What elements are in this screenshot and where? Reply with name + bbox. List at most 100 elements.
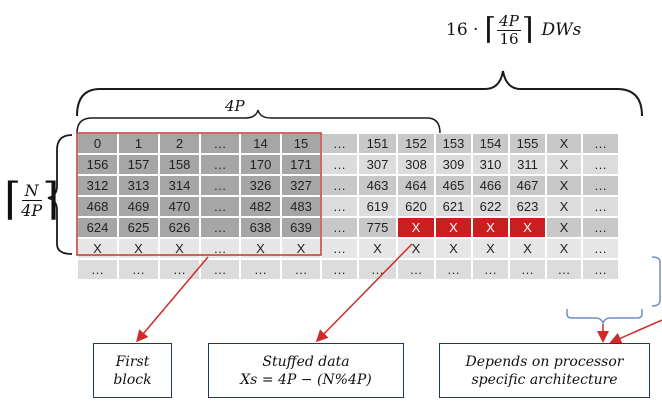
grid-cell: … xyxy=(160,260,199,279)
top-formula: 16 · ⌈ 4P 16 ⌉ DWs xyxy=(446,10,581,50)
callout-depends-line2: specific architecture xyxy=(471,371,618,388)
arrow-depends-2 xyxy=(609,319,662,344)
grid-cell: … xyxy=(436,260,471,279)
grid-cell: … xyxy=(359,260,396,279)
grid-cell: … xyxy=(201,134,239,153)
grid-cell: 470 xyxy=(160,197,199,216)
left-ceil-open: ⌈ xyxy=(4,174,22,225)
grid-cell: 14 xyxy=(241,134,280,153)
grid-cell: 152 xyxy=(398,134,434,153)
grid-cell: 638 xyxy=(241,218,280,237)
grid-cell: X xyxy=(547,197,581,216)
grid-cell: 312 xyxy=(78,176,117,195)
grid-cell: X xyxy=(398,218,434,237)
grid-cell: 620 xyxy=(398,197,434,216)
top-formula-prefix: 16 · xyxy=(446,20,479,40)
grid-cell: … xyxy=(201,218,239,237)
grid-cell: 621 xyxy=(436,197,471,216)
grid-cell: … xyxy=(473,260,508,279)
grid-cell: X xyxy=(436,218,471,237)
callout-first-block: First block xyxy=(93,343,172,398)
grid-cell: … xyxy=(583,218,618,237)
grid-cell: … xyxy=(322,260,357,279)
grid-cell: 155 xyxy=(510,134,545,153)
grid-cell: 171 xyxy=(282,155,320,174)
grid-cell: 483 xyxy=(282,197,320,216)
left-brace xyxy=(47,134,73,255)
left-fraction: N 4P xyxy=(21,181,42,220)
4p-brace xyxy=(76,109,441,134)
grid-cell: 625 xyxy=(119,218,158,237)
grid-cell: 2 xyxy=(160,134,199,153)
callout-depends: Depends on processor specific architectu… xyxy=(439,343,650,398)
grid-cell: 308 xyxy=(398,155,434,174)
grid-cell: 326 xyxy=(241,176,280,195)
grid-cell: … xyxy=(322,239,357,258)
grid-cell: X xyxy=(510,239,545,258)
top-formula-unit: DWs xyxy=(541,20,582,40)
grid-cell: … xyxy=(241,260,280,279)
grid-cell: 639 xyxy=(282,218,320,237)
grid-cell: 619 xyxy=(359,197,396,216)
grid-cell: X xyxy=(547,134,581,153)
grid-cell: 0 xyxy=(78,134,117,153)
grid-cell: … xyxy=(322,134,357,153)
callout-stuffed-line2: Xs = 4P − (N%4P) xyxy=(240,371,372,388)
grid-cell: … xyxy=(322,197,357,216)
top-fraction-denominator: 16 xyxy=(499,29,519,48)
grid-cell: 311 xyxy=(510,155,545,174)
grid-cell: X xyxy=(282,239,320,258)
grid-cell: 154 xyxy=(473,134,508,153)
top-fraction-numerator: 4P xyxy=(497,11,521,31)
grid-cell: X xyxy=(547,218,581,237)
grid-cell: 622 xyxy=(473,197,508,216)
top-full-brace xyxy=(76,70,643,117)
arrow-first-block xyxy=(136,256,209,343)
callout-first-block-line2: block xyxy=(113,371,152,388)
grid-cell: 157 xyxy=(119,155,158,174)
grid-cell: 309 xyxy=(436,155,471,174)
callout-stuffed-line1: Stuffed data xyxy=(262,353,350,370)
blue-bottom-bracket xyxy=(566,309,643,326)
left-fraction-denominator: 4P xyxy=(21,200,43,220)
grid-cell: 626 xyxy=(160,218,199,237)
callout-depends-line1: Depends on processor xyxy=(465,353,624,370)
grid-cell: … xyxy=(201,155,239,174)
grid-cell: … xyxy=(583,197,618,216)
top-fraction: 4P 16 xyxy=(497,11,521,48)
grid-cell: … xyxy=(510,260,545,279)
grid-cell: … xyxy=(583,239,618,258)
left-fraction-numerator: N xyxy=(21,181,42,201)
grid-cell: … xyxy=(322,218,357,237)
grid-cell: 467 xyxy=(510,176,545,195)
grid-cell: 307 xyxy=(359,155,396,174)
grid-cell: 327 xyxy=(282,176,320,195)
grid-cell: 465 xyxy=(436,176,471,195)
grid-cell: 156 xyxy=(78,155,117,174)
grid-cell: X xyxy=(547,155,581,174)
grid-cell: 466 xyxy=(473,176,508,195)
callout-stuffed-data: Stuffed data Xs = 4P − (N%4P) xyxy=(208,343,404,398)
ceil-left: ⌈ xyxy=(484,12,497,47)
grid-cell: 151 xyxy=(359,134,396,153)
grid-cell: 775 xyxy=(359,218,396,237)
blue-right-bracket xyxy=(651,256,661,307)
grid-cell: 463 xyxy=(359,176,396,195)
grid-cell: … xyxy=(282,260,320,279)
grid-cell: X xyxy=(473,239,508,258)
grid-cell: 482 xyxy=(241,197,280,216)
grid-cell: … xyxy=(322,155,357,174)
label-4p: 4P xyxy=(225,97,245,115)
grid-cell: 310 xyxy=(473,155,508,174)
grid-cell: X xyxy=(359,239,396,258)
grid-cell: 469 xyxy=(119,197,158,216)
grid-cell: … xyxy=(398,260,434,279)
ceil-right: ⌉ xyxy=(521,12,534,47)
grid-cell: … xyxy=(583,260,618,279)
grid-cell: X xyxy=(160,239,199,258)
grid-cell: 158 xyxy=(160,155,199,174)
grid-cell: … xyxy=(119,260,158,279)
grid-cell: 15 xyxy=(282,134,320,153)
grid-cell: X xyxy=(398,239,434,258)
arrow-stuffed xyxy=(315,243,413,343)
